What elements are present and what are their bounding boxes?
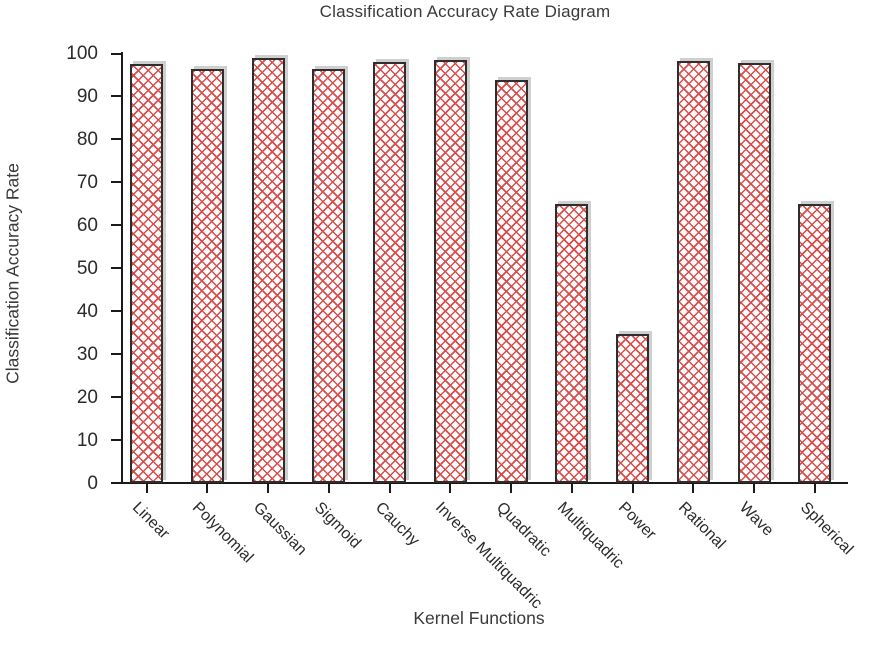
- y-tick-label: 100: [66, 43, 98, 64]
- y-tick-mark: [111, 396, 121, 399]
- x-tick-mark: [449, 484, 452, 493]
- y-tick-mark: [111, 310, 121, 313]
- bar-rational: [676, 61, 710, 483]
- x-tick-mark: [388, 484, 391, 493]
- y-tick-mark: [111, 353, 121, 356]
- y-tick-label: 60: [76, 214, 98, 236]
- x-category-label: Gaussian: [250, 499, 310, 559]
- x-category-label: Inverse Multiquadric: [432, 499, 546, 613]
- y-tick-label: 80: [76, 128, 98, 150]
- x-axis-line: [121, 482, 848, 484]
- y-axis-title: Classification Accuracy Rate: [2, 163, 23, 384]
- bar-cauchy: [373, 61, 407, 483]
- bar-polynomial: [190, 68, 224, 483]
- x-tick-mark: [267, 484, 270, 493]
- bar-quadratic: [494, 80, 528, 483]
- bar-linear: [130, 63, 163, 483]
- x-category-label: Quadratic: [493, 499, 555, 561]
- x-category-label: Rational: [675, 499, 729, 553]
- x-tick-mark: [327, 484, 330, 493]
- bar-power: [616, 333, 650, 483]
- y-tick-mark: [111, 224, 121, 227]
- y-tick-label: 70: [76, 171, 98, 193]
- y-tick-label: 20: [76, 386, 98, 408]
- x-tick-mark: [510, 484, 513, 493]
- x-category-label: Spherical: [796, 499, 857, 559]
- y-axis-line: [121, 52, 123, 484]
- x-tick-mark: [753, 484, 756, 493]
- y-tick-mark: [111, 95, 121, 98]
- x-category-label: Polynomial: [189, 499, 257, 567]
- x-category-label: Cauchy: [371, 499, 422, 550]
- y-tick-label: 90: [76, 85, 98, 107]
- bar-wave: [737, 62, 771, 483]
- y-tick-mark: [111, 439, 121, 442]
- bar-spherical: [798, 204, 832, 483]
- x-category-label: Power: [614, 499, 659, 544]
- bar-gaussian: [251, 58, 285, 483]
- bar-multiquadric: [555, 203, 589, 483]
- x-category-label: Wave: [736, 499, 777, 540]
- y-tick-mark: [111, 267, 121, 270]
- y-tick-mark: [111, 482, 121, 484]
- x-category-label: Linear: [128, 499, 172, 543]
- x-tick-mark: [631, 484, 634, 493]
- chart-title: Classification Accuracy Rate Diagram: [319, 2, 611, 21]
- y-tick-label: 10: [76, 429, 98, 451]
- x-tick-mark: [813, 484, 816, 493]
- x-category-label: Sigmoid: [310, 499, 364, 552]
- y-tick-label: 0: [87, 472, 98, 494]
- y-tick-mark: [111, 181, 121, 184]
- x-tick-mark: [145, 484, 148, 493]
- x-tick-mark: [206, 484, 209, 493]
- x-tick-mark: [692, 484, 695, 493]
- bar-inverse-multiquadric: [433, 59, 467, 483]
- x-tick-mark: [570, 484, 573, 493]
- x-axis-title: Kernel Functions: [413, 608, 545, 628]
- y-tick-mark: [111, 138, 121, 141]
- bar-sigmoid: [312, 68, 346, 483]
- y-tick-label: 50: [76, 257, 98, 279]
- y-tick-label: 40: [76, 300, 98, 322]
- y-tick-label: 30: [76, 343, 98, 365]
- y-tick-mark: [111, 52, 121, 55]
